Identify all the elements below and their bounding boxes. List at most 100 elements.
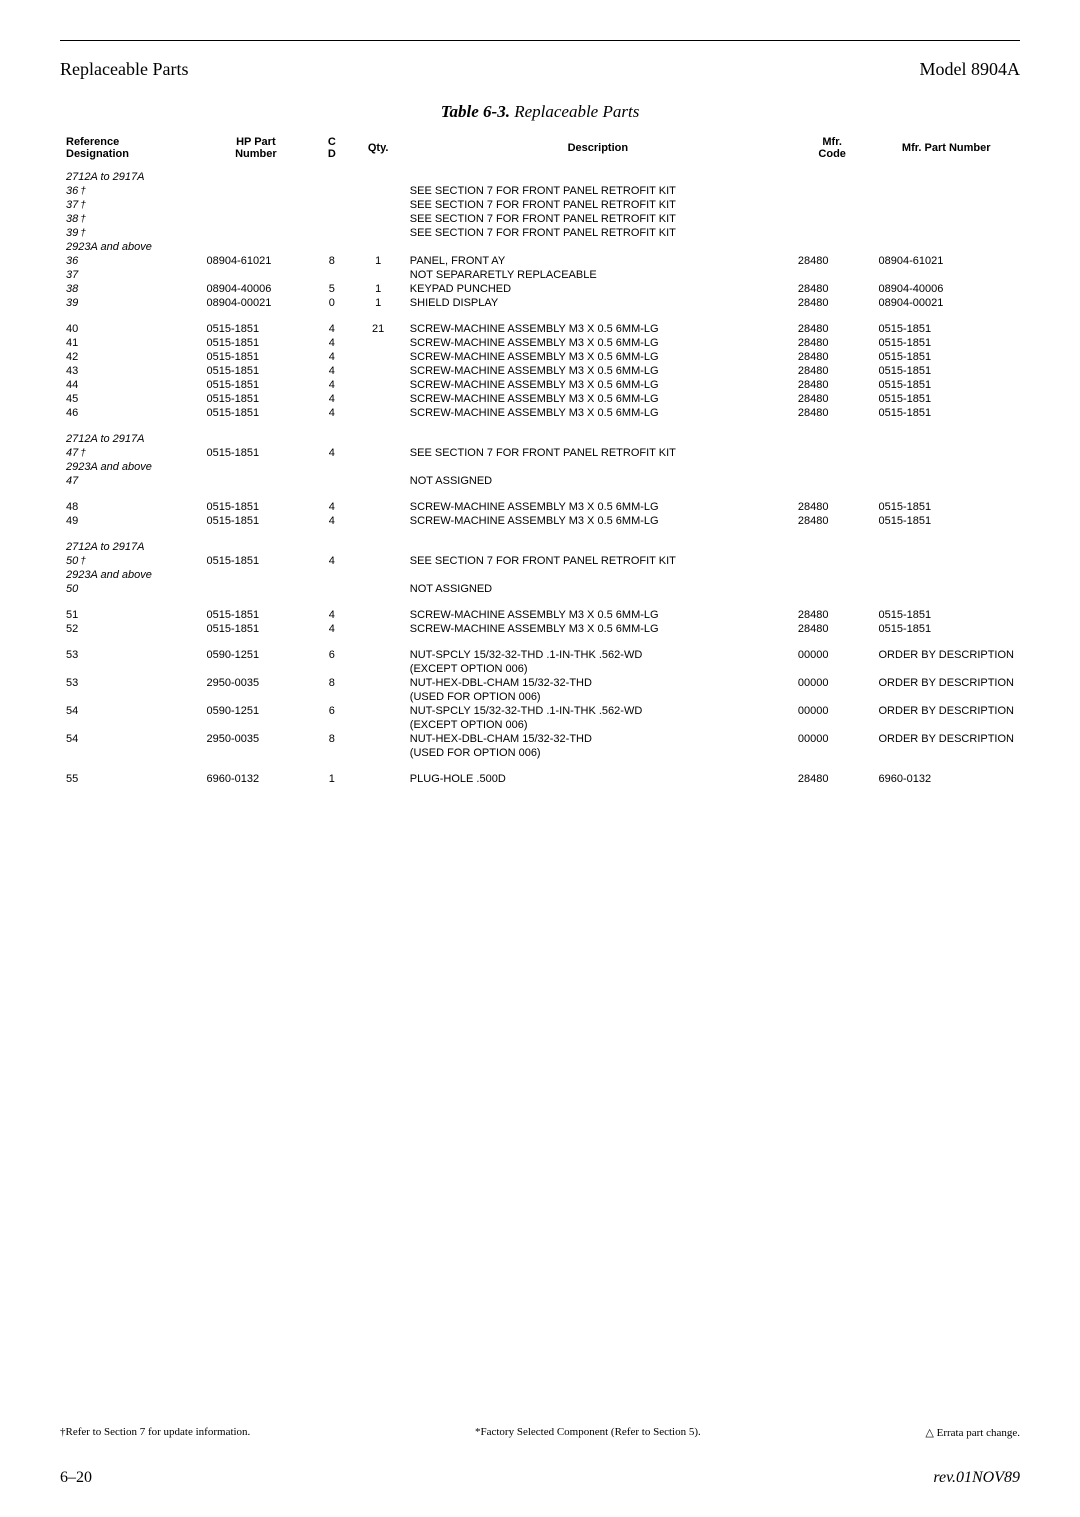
- table-row: [60, 528, 1020, 540]
- cell-mfr: [792, 446, 873, 460]
- table-row: 410515-18514SCREW-MACHINE ASSEMBLY M3 X …: [60, 336, 1020, 350]
- cell-qty: [352, 226, 403, 240]
- cell-desc: SCREW-MACHINE ASSEMBLY M3 X 0.5 6MM-LG: [404, 364, 792, 378]
- table-row: 47NOT ASSIGNED: [60, 474, 1020, 488]
- cell-desc: [404, 568, 792, 582]
- cell-hp: 0515-1851: [200, 364, 311, 378]
- page-top-rule: [60, 40, 1020, 41]
- cell-mpn: ORDER BY DESCRIPTION: [873, 704, 1021, 718]
- table-row: 39SEE SECTION 7 FOR FRONT PANEL RETROFIT…: [60, 226, 1020, 240]
- cell-hp: 6960-0132: [200, 772, 311, 786]
- cell-cd: [311, 240, 352, 254]
- cell-cd: [311, 460, 352, 474]
- table-row: [60, 596, 1020, 608]
- cell-cd: 4: [311, 514, 352, 528]
- cell-mpn: 0515-1851: [873, 622, 1021, 636]
- cell-qty: [352, 474, 403, 488]
- cell-mfr: 28480: [792, 378, 873, 392]
- cell-mfr: 28480: [792, 282, 873, 296]
- cell-mfr: [792, 240, 873, 254]
- cell-qty: 1: [352, 282, 403, 296]
- cell-ref: 44: [60, 378, 200, 392]
- cell-desc: SHIELD DISPLAY: [404, 296, 792, 310]
- cell-desc: SCREW-MACHINE ASSEMBLY M3 X 0.5 6MM-LG: [404, 322, 792, 336]
- table-title-bold: Table 6-3.: [441, 102, 510, 121]
- table-row: 400515-1851421SCREW-MACHINE ASSEMBLY M3 …: [60, 322, 1020, 336]
- cell-qty: [352, 170, 403, 184]
- table-row: 420515-18514SCREW-MACHINE ASSEMBLY M3 X …: [60, 350, 1020, 364]
- cell-desc: (USED FOR OPTION 006): [404, 746, 792, 760]
- table-row: 2923A and above: [60, 460, 1020, 474]
- cell-mpn: 0515-1851: [873, 608, 1021, 622]
- cell-cd: 6: [311, 648, 352, 662]
- cell-ref: 2923A and above: [60, 240, 200, 254]
- cell-mpn: [873, 212, 1021, 226]
- table-row: 450515-18514SCREW-MACHINE ASSEMBLY M3 X …: [60, 392, 1020, 406]
- cell-ref: 47: [60, 446, 200, 460]
- cell-mfr: 28480: [792, 622, 873, 636]
- table-row: 542950-00358NUT-HEX-DBL-CHAM 15/32-32-TH…: [60, 732, 1020, 746]
- cell-cd: [311, 170, 352, 184]
- cell-qty: [352, 746, 403, 760]
- cell-qty: [352, 240, 403, 254]
- cell-hp: 0515-1851: [200, 392, 311, 406]
- cell-desc: NUT-SPCLY 15/32-32-THD .1-IN-THK .562-WD: [404, 648, 792, 662]
- cell-hp: 0590-1251: [200, 648, 311, 662]
- cell-mpn: [873, 170, 1021, 184]
- cell-desc: NOT ASSIGNED: [404, 582, 792, 596]
- cell-mfr: [792, 554, 873, 568]
- col-mfr-code: Mfr. Code: [792, 132, 873, 170]
- cell-qty: [352, 432, 403, 446]
- cell-cd: 6: [311, 704, 352, 718]
- cell-hp: [200, 212, 311, 226]
- cell-hp: [200, 240, 311, 254]
- cell-mpn: 08904-40006: [873, 282, 1021, 296]
- cell-mfr: [792, 474, 873, 488]
- table-title: Table 6-3. Replaceable Parts: [60, 102, 1020, 122]
- cell-qty: 1: [352, 254, 403, 268]
- cell-hp: 0515-1851: [200, 514, 311, 528]
- cell-mfr: [792, 582, 873, 596]
- cell-ref: 37: [60, 198, 200, 212]
- table-row: [60, 420, 1020, 432]
- cell-mpn: ORDER BY DESCRIPTION: [873, 732, 1021, 746]
- cell-cd: 4: [311, 378, 352, 392]
- cell-ref: 53: [60, 676, 200, 690]
- cell-hp: [200, 432, 311, 446]
- cell-cd: [311, 198, 352, 212]
- table-row: 556960-01321PLUG-HOLE .500D284806960-013…: [60, 772, 1020, 786]
- cell-cd: 4: [311, 336, 352, 350]
- cell-mpn: [873, 184, 1021, 198]
- cell-hp: 08904-40006: [200, 282, 311, 296]
- table-row: 520515-18514SCREW-MACHINE ASSEMBLY M3 X …: [60, 622, 1020, 636]
- cell-hp: [200, 568, 311, 582]
- cell-hp: [200, 746, 311, 760]
- cell-qty: [352, 622, 403, 636]
- table-row: 36SEE SECTION 7 FOR FRONT PANEL RETROFIT…: [60, 184, 1020, 198]
- cell-mpn: ORDER BY DESCRIPTION: [873, 648, 1021, 662]
- cell-hp: 0515-1851: [200, 608, 311, 622]
- cell-qty: [352, 446, 403, 460]
- cell-mfr: 28480: [792, 514, 873, 528]
- cell-qty: [352, 184, 403, 198]
- cell-mpn: [873, 240, 1021, 254]
- cell-desc: NUT-SPCLY 15/32-32-THD .1-IN-THK .562-WD: [404, 704, 792, 718]
- footnote-delta: △ Errata part change.: [925, 1426, 1020, 1439]
- cell-hp: 0515-1851: [200, 500, 311, 514]
- cell-mpn: [873, 662, 1021, 676]
- cell-ref: 47: [60, 474, 200, 488]
- cell-ref: 2923A and above: [60, 460, 200, 474]
- table-row: (EXCEPT OPTION 006): [60, 718, 1020, 732]
- table-row: [60, 636, 1020, 648]
- cell-cd: 4: [311, 392, 352, 406]
- cell-mpn: 0515-1851: [873, 350, 1021, 364]
- cell-hp: 0515-1851: [200, 350, 311, 364]
- table-row: 3608904-6102181PANEL, FRONT AY2848008904…: [60, 254, 1020, 268]
- table-row: [60, 488, 1020, 500]
- cell-hp: 0515-1851: [200, 322, 311, 336]
- page-footer: 6–20 rev.01NOV89: [60, 1469, 1020, 1487]
- cell-ref: 39: [60, 296, 200, 310]
- cell-mpn: [873, 432, 1021, 446]
- cell-hp: [200, 170, 311, 184]
- footnote-dagger: †Refer to Section 7 for update informati…: [60, 1426, 250, 1439]
